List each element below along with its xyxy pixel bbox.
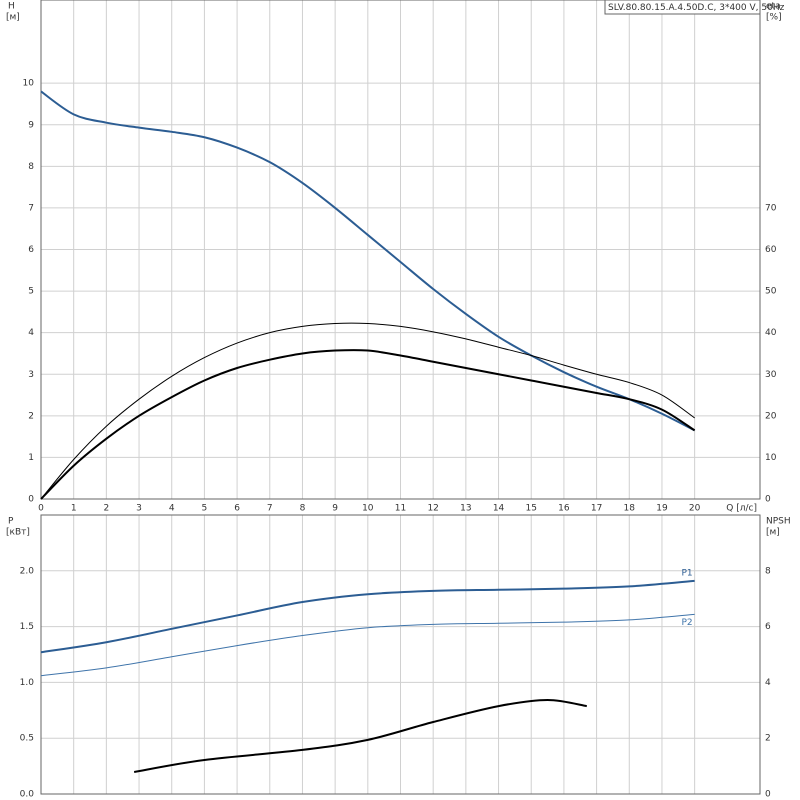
y-tick-label: 6 bbox=[28, 245, 34, 255]
x-tick-label: 13 bbox=[460, 504, 471, 514]
y-tick-label: 1.0 bbox=[20, 678, 35, 688]
y-tick-label: 1 bbox=[28, 453, 34, 463]
y2-tick-label: 0 bbox=[765, 495, 771, 505]
x-tick-label: 8 bbox=[300, 504, 306, 514]
y-tick-label: 0 bbox=[28, 495, 34, 505]
y-tick-label: 2.0 bbox=[20, 566, 35, 576]
y2-axis-unit: [%] bbox=[766, 13, 782, 23]
curve bbox=[40, 613, 695, 677]
series-label: P2 bbox=[681, 618, 692, 628]
x-tick-label: 11 bbox=[395, 504, 406, 514]
plot-frame bbox=[40, 0, 761, 500]
y2-tick-label: 6 bbox=[765, 622, 771, 632]
y-axis-unit: [м] bbox=[6, 13, 20, 23]
x-tick-label: 10 bbox=[362, 504, 374, 514]
x-tick-label: 1 bbox=[71, 504, 77, 514]
x-tick-label: 4 bbox=[169, 504, 175, 514]
y2-axis-label: NPSH bbox=[766, 517, 791, 527]
y2-tick-label: 50 bbox=[765, 287, 777, 297]
curve bbox=[133, 698, 587, 773]
curve bbox=[40, 90, 696, 432]
series-label: P1 bbox=[681, 568, 692, 578]
x-tick-label: 16 bbox=[558, 504, 570, 514]
plot-frame bbox=[40, 514, 761, 795]
y-tick-label: 8 bbox=[28, 162, 34, 172]
chart-title: SLV.80.80.15.A.4.50D.C, 3*400 V, 50Hz bbox=[608, 3, 785, 13]
y2-tick-label: 10 bbox=[765, 453, 777, 463]
y2-tick-label: 20 bbox=[765, 411, 777, 421]
x-tick-label: 17 bbox=[591, 504, 602, 514]
y-axis-label: P bbox=[8, 517, 14, 527]
y-axis-unit: [кВт] bbox=[6, 528, 30, 538]
y2-tick-label: 4 bbox=[765, 678, 771, 688]
y2-tick-label: 60 bbox=[765, 245, 777, 255]
y-tick-label: 3 bbox=[28, 370, 34, 380]
x-tick-label: 20 bbox=[689, 504, 701, 514]
x-tick-label: 9 bbox=[332, 504, 338, 514]
curve bbox=[40, 322, 695, 500]
y-tick-label: 1.5 bbox=[20, 622, 34, 632]
y2-tick-label: 30 bbox=[765, 370, 777, 380]
y-tick-label: 0.0 bbox=[20, 790, 35, 800]
x-tick-label: 18 bbox=[624, 504, 636, 514]
x-tick-label: 12 bbox=[427, 504, 438, 514]
y2-axis-unit: [м] bbox=[766, 528, 780, 538]
y2-tick-label: 40 bbox=[765, 328, 777, 338]
y-tick-label: 4 bbox=[28, 328, 34, 338]
curve bbox=[40, 349, 696, 500]
y-tick-label: 2 bbox=[28, 411, 34, 421]
x-tick-label: 15 bbox=[526, 504, 537, 514]
y2-tick-label: 0 bbox=[765, 790, 771, 800]
x-tick-label: 19 bbox=[656, 504, 668, 514]
x-tick-label: 2 bbox=[103, 504, 109, 514]
x-tick-label: 5 bbox=[202, 504, 208, 514]
y-tick-label: 10 bbox=[23, 79, 35, 89]
x-tick-label: 6 bbox=[234, 504, 240, 514]
y2-axis-label: eta bbox=[766, 2, 781, 12]
x-tick-label: 0 bbox=[38, 504, 44, 514]
y2-tick-label: 2 bbox=[765, 734, 771, 744]
x-tick-label: 7 bbox=[267, 504, 273, 514]
y-tick-label: 5 bbox=[28, 287, 34, 297]
y-tick-label: 7 bbox=[28, 203, 34, 213]
x-axis-label: Q [л/с] bbox=[726, 504, 757, 514]
x-tick-label: 3 bbox=[136, 504, 142, 514]
curve bbox=[40, 579, 695, 654]
x-tick-label: 14 bbox=[493, 504, 505, 514]
title-box bbox=[604, 0, 761, 15]
y2-tick-label: 8 bbox=[765, 566, 771, 576]
y-tick-label: 0.5 bbox=[20, 734, 34, 744]
y-tick-label: 9 bbox=[28, 120, 34, 130]
y2-tick-label: 70 bbox=[765, 203, 777, 213]
y-axis-label: H bbox=[8, 2, 15, 12]
